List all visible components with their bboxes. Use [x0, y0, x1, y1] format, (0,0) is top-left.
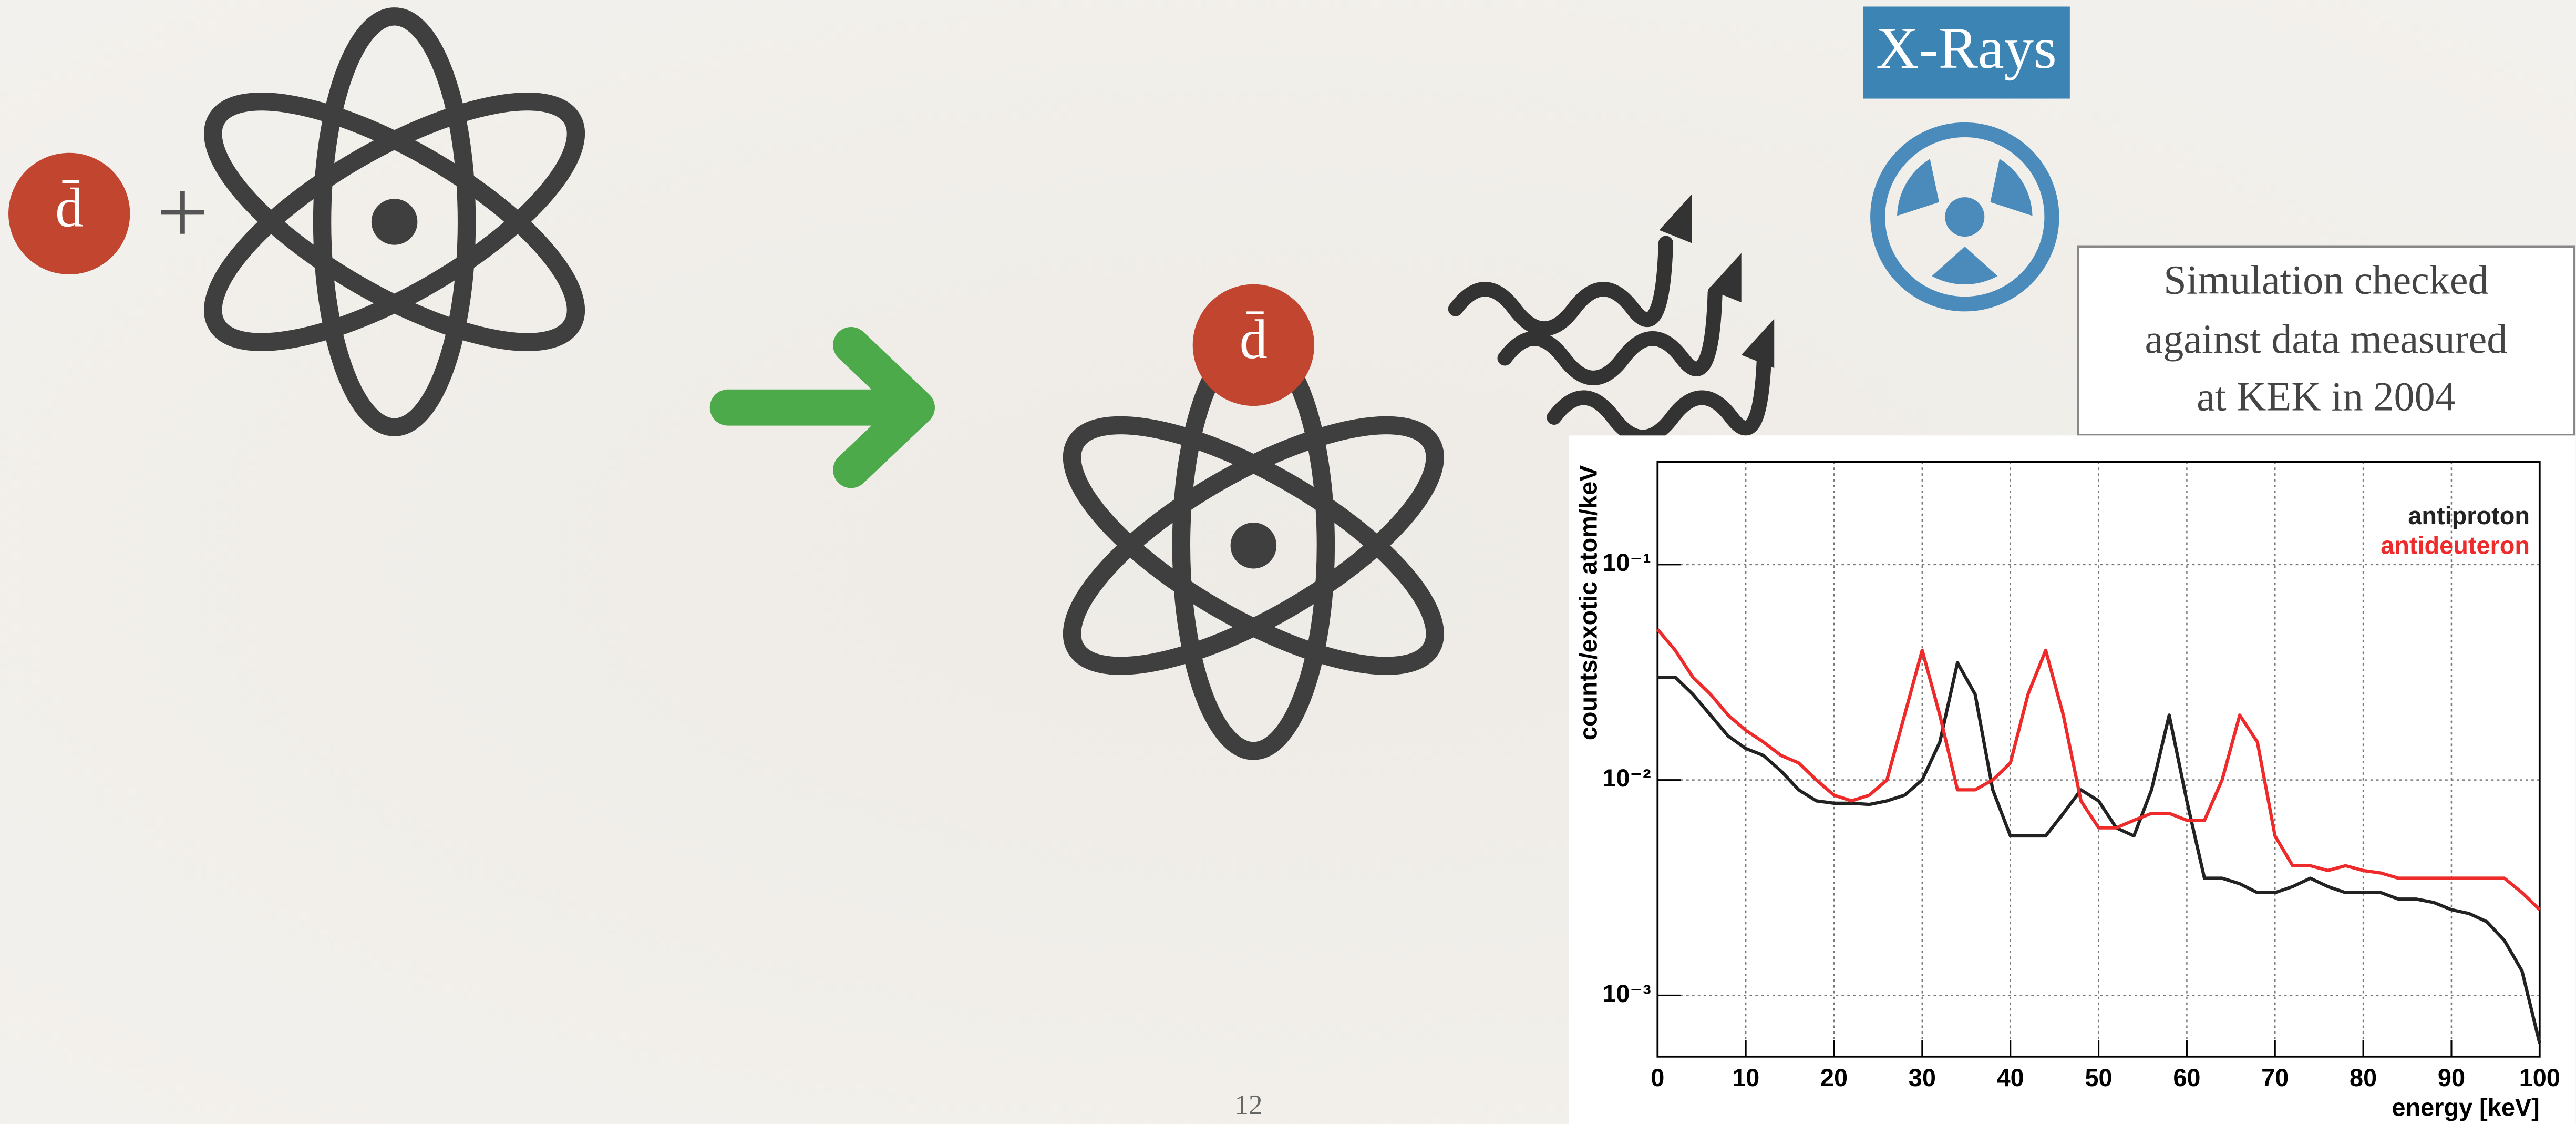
x-axis-label: energy [keV]	[2392, 1094, 2539, 1121]
xrays-label: X-Rays	[1876, 16, 2057, 81]
x-tick-label: 30	[1909, 1064, 1936, 1091]
legend-entry: antideuteron	[2381, 532, 2530, 559]
x-tick-label: 50	[2085, 1064, 2112, 1091]
y-tick-label: 10⁻³	[1602, 980, 1651, 1007]
x-tick-label: 90	[2438, 1064, 2465, 1091]
x-tick-label: 100	[2519, 1064, 2560, 1091]
legend-entry: antiproton	[2408, 502, 2530, 529]
x-tick-label: 80	[2350, 1064, 2377, 1091]
page-number: 12	[1234, 1090, 1262, 1120]
x-tick-label: 60	[2173, 1064, 2200, 1091]
y-tick-label: 10⁻²	[1602, 764, 1651, 792]
callout-line: Simulation checked	[2163, 257, 2488, 303]
x-tick-label: 20	[1820, 1064, 1848, 1091]
antideuteron-label: d̄	[55, 177, 83, 239]
bound-antideuteron-label: d̄	[1240, 308, 1268, 370]
callout-line: at KEK in 2004	[2197, 374, 2456, 420]
y-tick-label: 10⁻¹	[1602, 549, 1651, 576]
callout-line: against data measured	[2145, 316, 2508, 362]
x-tick-label: 10	[1732, 1064, 1759, 1091]
x-tick-label: 70	[2261, 1064, 2289, 1091]
x-tick-label: 40	[1997, 1064, 2024, 1091]
slide: d̄ + d̄ X-Rays Simulation check	[0, 0, 2576, 1124]
page: { "slide": { "antiparticle_label": "d̄",…	[0, 0, 2576, 1124]
plus-sign: +	[157, 161, 209, 263]
x-tick-label: 0	[1651, 1064, 1664, 1091]
y-axis-label: counts/exotic atom/keV	[1575, 465, 1602, 741]
